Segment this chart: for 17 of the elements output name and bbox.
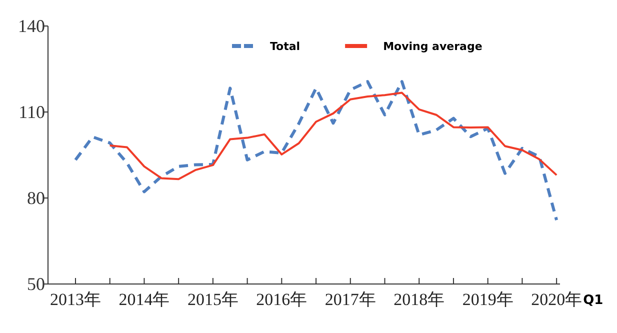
text: Q1 xyxy=(583,293,604,308)
x-tick-label: 2015年 xyxy=(187,290,238,309)
y-tick-label: 50 xyxy=(27,274,45,294)
x-tick-label: 2013年 xyxy=(50,290,101,309)
line-series xyxy=(74,80,558,222)
line-series xyxy=(108,92,558,180)
legend-label: Moving average xyxy=(383,40,482,53)
y-tick-label: 110 xyxy=(18,102,45,122)
y-tick-label: 140 xyxy=(18,16,45,36)
x-tick-label: 2018年 xyxy=(394,290,445,309)
x-tick-label: 2019年 xyxy=(462,290,514,309)
y-tick-label: 80 xyxy=(27,188,45,208)
x-tick-label: 2014年 xyxy=(118,290,170,309)
legend-label: Total xyxy=(270,40,300,53)
x-tick-label: 2016年 xyxy=(256,290,308,309)
x-tick-label: 2017年 xyxy=(324,290,376,309)
x-tick-label: 2020年 xyxy=(531,290,582,309)
